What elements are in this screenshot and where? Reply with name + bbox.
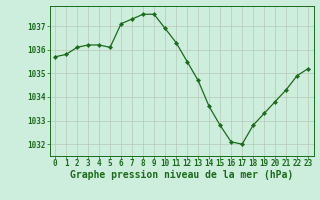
X-axis label: Graphe pression niveau de la mer (hPa): Graphe pression niveau de la mer (hPa)	[70, 170, 293, 180]
